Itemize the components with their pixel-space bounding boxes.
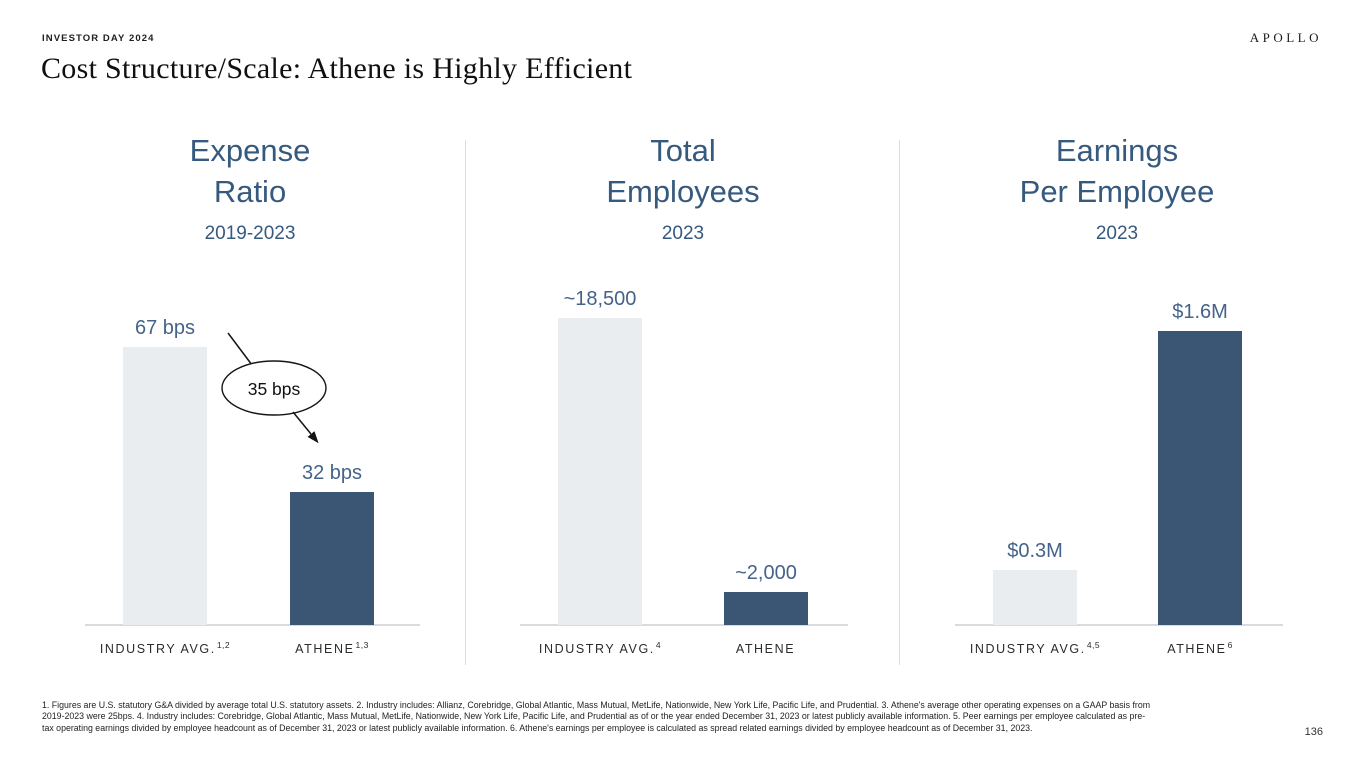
category-text: INDUSTRY AVG. bbox=[99, 642, 216, 657]
category-label-athene: ATHENE bbox=[681, 640, 851, 656]
footnote-ref: 6 bbox=[1227, 640, 1233, 650]
chart-subtitle: 2023 bbox=[1095, 223, 1139, 244]
bar-industry-avg bbox=[123, 347, 207, 625]
chart-title-line: Earnings bbox=[1055, 133, 1179, 168]
chart-title-line: Total bbox=[650, 133, 716, 168]
category-text: ATHENE bbox=[295, 642, 355, 657]
bar-group-athene: ~2,000 bbox=[724, 562, 808, 625]
bar-athene bbox=[1158, 331, 1242, 625]
footnotes: 1. Figures are U.S. statutory G&A divide… bbox=[42, 700, 1150, 734]
chart-title: Expense Ratio bbox=[64, 130, 436, 212]
bar-value-label: 67 bps bbox=[134, 317, 196, 339]
bar-athene bbox=[290, 492, 374, 625]
category-text: ATHENE bbox=[735, 642, 796, 657]
section-divider bbox=[465, 140, 466, 665]
bar-group-athene: $1.6M bbox=[1158, 301, 1242, 625]
x-axis-line bbox=[520, 624, 848, 626]
footnote-ref: 1,3 bbox=[355, 640, 369, 650]
bar-group-industry: 67 bps bbox=[123, 317, 207, 625]
category-label-athene: ATHENE6 bbox=[1115, 640, 1285, 656]
apollo-logo: APOLLO bbox=[1249, 30, 1322, 45]
chart-title: Earnings Per Employee bbox=[931, 130, 1303, 212]
bar-industry-avg bbox=[558, 318, 642, 625]
category-label-industry: INDUSTRY AVG.4 bbox=[515, 640, 685, 656]
category-label-athene: ATHENE1,3 bbox=[247, 640, 417, 656]
footnote-line: 1. Figures are U.S. statutory G&A divide… bbox=[42, 700, 1151, 710]
bar-group-athene: 32 bps bbox=[290, 462, 374, 625]
chart-total-employees: Total Employees 2023 ~18,500 ~2,000 INDU… bbox=[497, 130, 869, 690]
section-divider bbox=[899, 140, 900, 665]
eyebrow-investor-day: INVESTOR DAY 2024 bbox=[42, 33, 155, 44]
chart-subtitle: 2023 bbox=[661, 223, 705, 244]
chart-title-line: Expense bbox=[189, 133, 311, 168]
footnote-ref: 1,2 bbox=[216, 640, 231, 650]
category-text: ATHENE bbox=[1167, 642, 1227, 657]
bar-industry-avg bbox=[993, 570, 1077, 625]
chart-expense-ratio: Expense Ratio 2019-2023 67 bps 32 bps IN… bbox=[64, 130, 436, 690]
footnote-line: 2019-2023 were 25bps. 4. Industry includ… bbox=[42, 711, 1146, 722]
footnote-line: tax operating earnings divided by employ… bbox=[42, 722, 1033, 733]
plot-area: $0.3M $1.6M INDUSTRY AVG.4,5 ATHENE6 bbox=[931, 130, 1303, 656]
bar-value-label: $1.6M bbox=[1172, 301, 1228, 323]
bar-value-label: $0.3M bbox=[1007, 540, 1063, 562]
bar-group-industry: $0.3M bbox=[993, 540, 1077, 625]
category-text: INDUSTRY AVG. bbox=[538, 642, 655, 657]
chart-title-line: Per Employee bbox=[1019, 174, 1215, 209]
plot-area: 67 bps 32 bps INDUSTRY AVG.1,2 ATHENE1,3 bbox=[64, 130, 436, 656]
bar-value-label: 32 bps bbox=[301, 462, 363, 484]
bar-group-industry: ~18,500 bbox=[558, 288, 642, 625]
page-title: Cost Structure/Scale: Athene is Highly E… bbox=[41, 52, 633, 85]
chart-title: Total Employees bbox=[497, 130, 869, 212]
bar-value-label: ~18,500 bbox=[563, 288, 637, 310]
chart-subtitle: 2019-2023 bbox=[204, 223, 296, 244]
chart-title-line: Employees bbox=[606, 174, 760, 209]
footnote-ref: 4 bbox=[655, 640, 662, 650]
x-axis-line bbox=[85, 624, 420, 626]
category-label-industry: INDUSTRY AVG.1,2 bbox=[80, 640, 250, 656]
bar-value-label: ~2,000 bbox=[735, 562, 797, 584]
page-number: 136 bbox=[1304, 726, 1323, 738]
chart-earnings-per-employee: Earnings Per Employee 2023 $0.3M $1.6M I… bbox=[931, 130, 1303, 690]
plot-area: ~18,500 ~2,000 INDUSTRY AVG.4 ATHENE bbox=[497, 130, 869, 656]
footnote-ref: 4,5 bbox=[1086, 640, 1101, 650]
chart-title-line: Ratio bbox=[213, 174, 287, 209]
x-axis-line bbox=[955, 624, 1283, 626]
category-label-industry: INDUSTRY AVG.4,5 bbox=[950, 640, 1120, 656]
bar-athene bbox=[724, 592, 808, 625]
category-text: INDUSTRY AVG. bbox=[969, 642, 1086, 657]
